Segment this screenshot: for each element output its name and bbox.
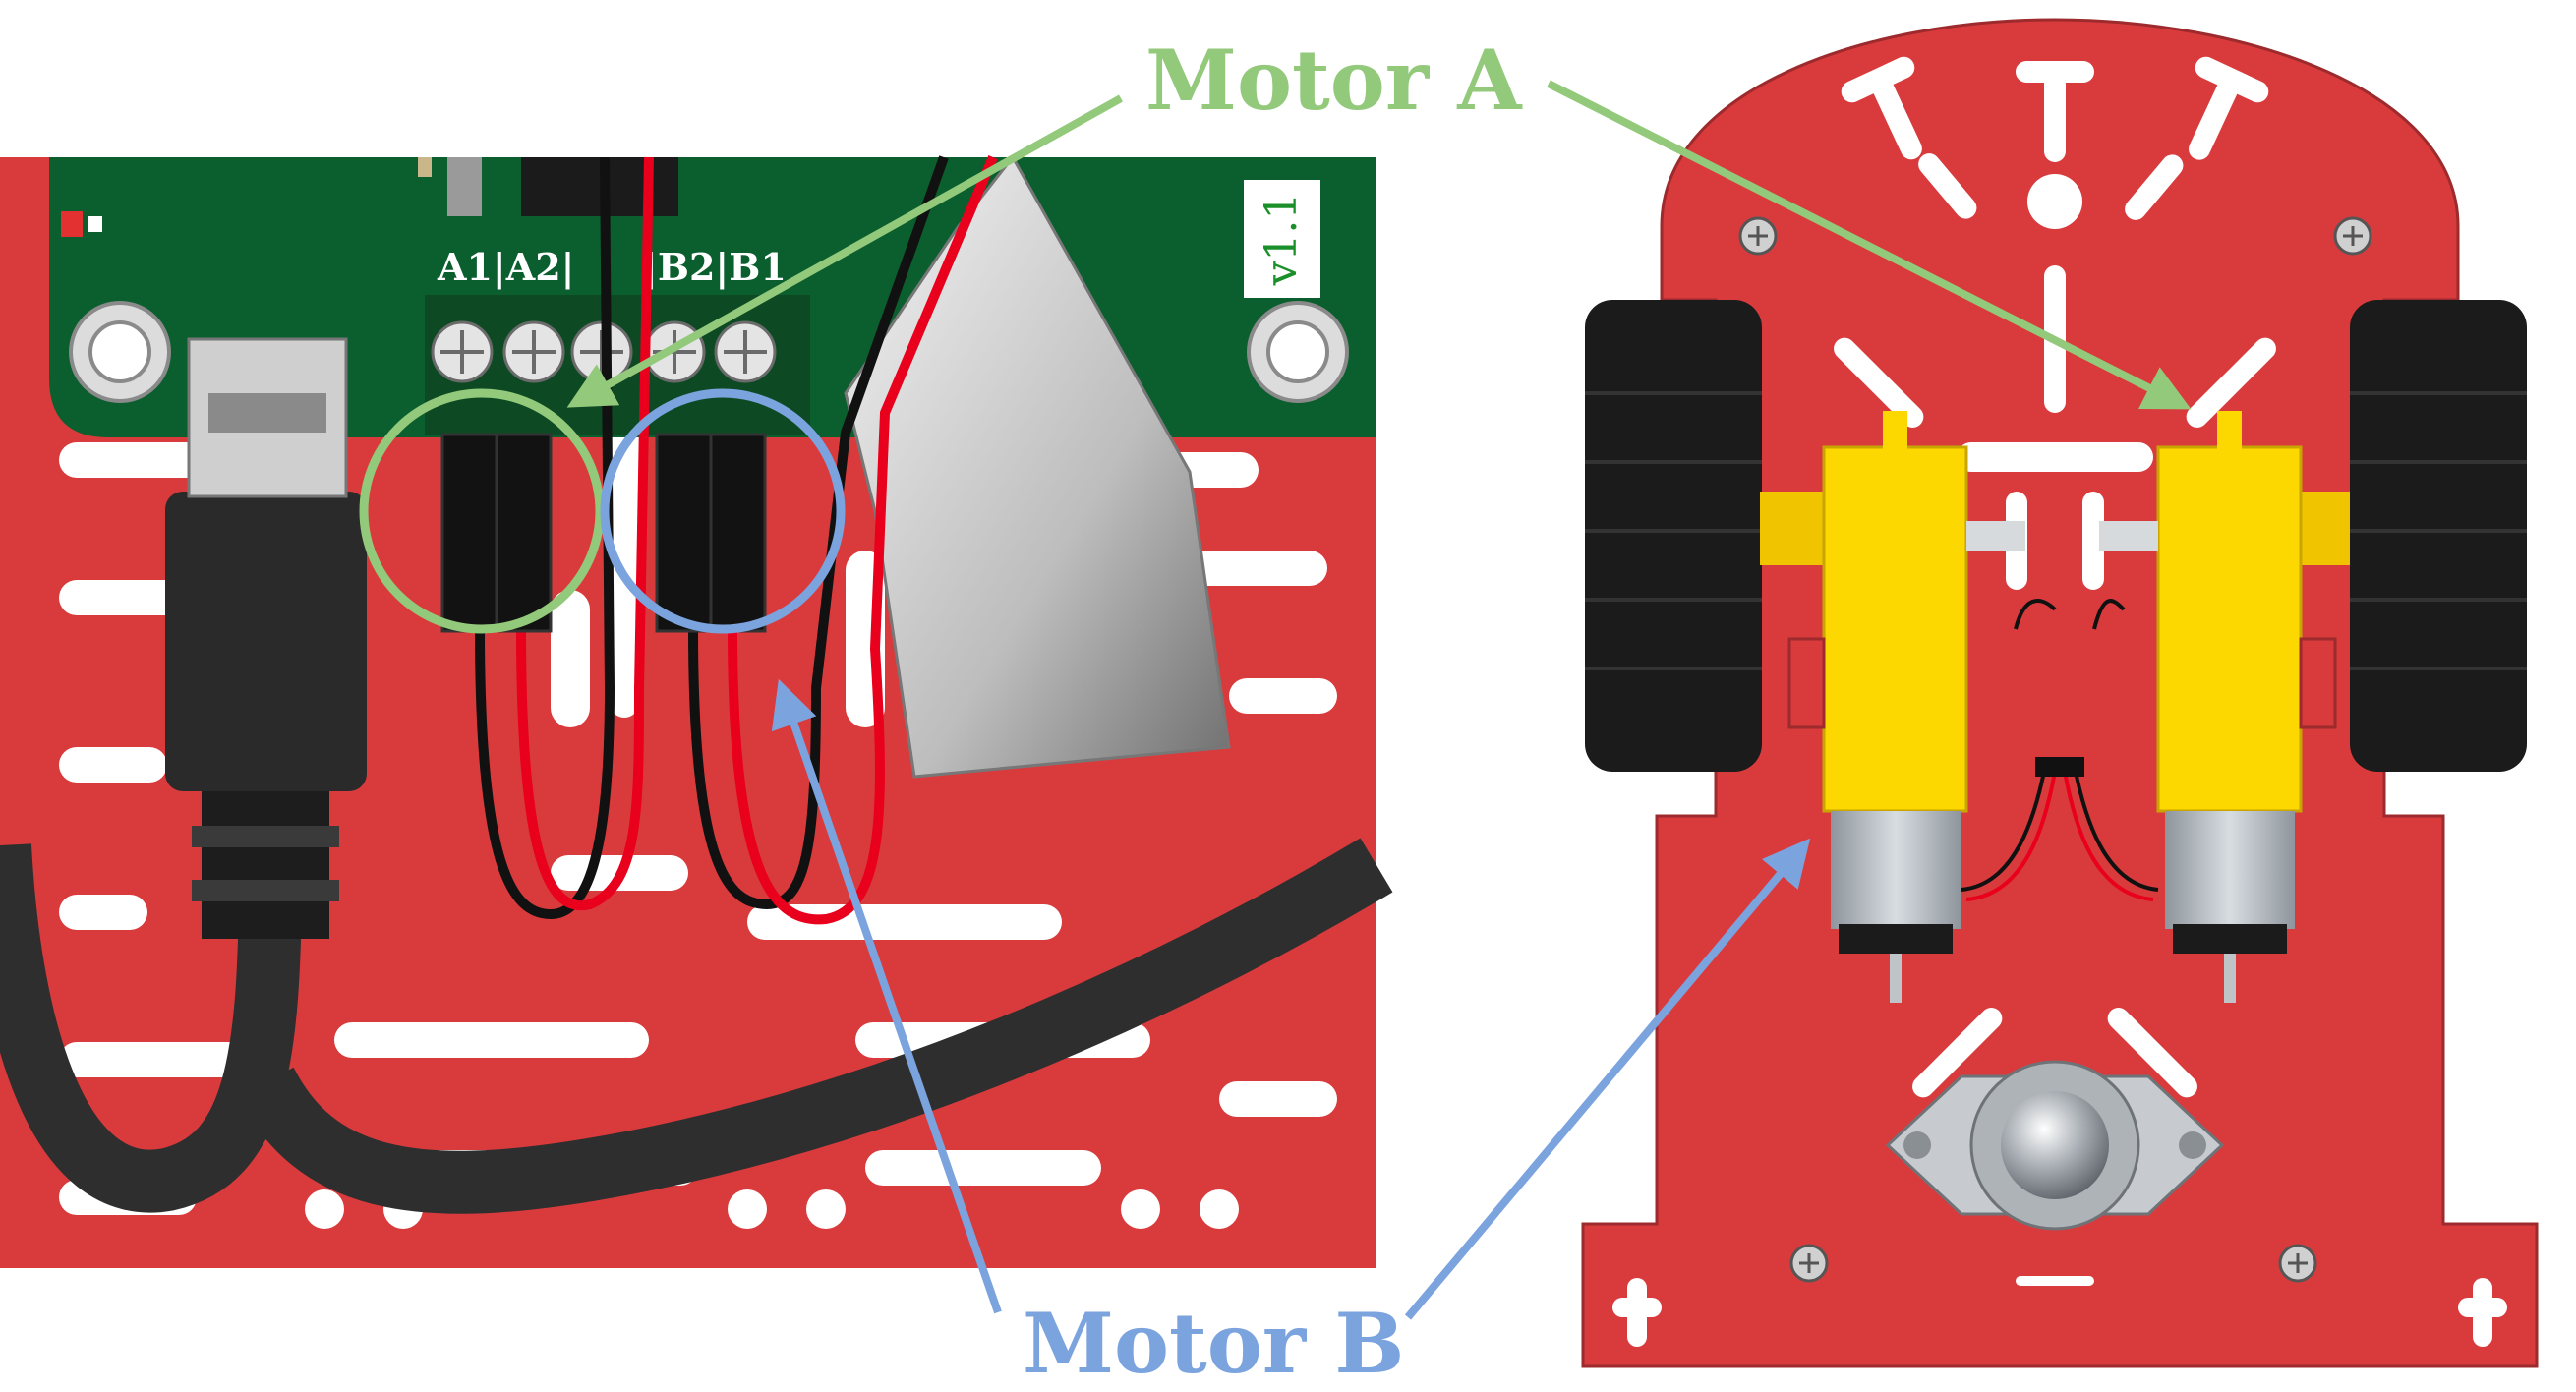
motor-a-wires — [475, 156, 654, 920]
motor-a-highlight-circle — [359, 388, 605, 634]
chassis-cutouts — [1612, 56, 2507, 1347]
gear-motor-right — [2099, 411, 2337, 1003]
robot-top-view — [1581, 18, 2539, 1368]
version-label: v1.1 — [1257, 193, 1307, 287]
version-badge — [1244, 180, 1320, 298]
closeup-panel: v1.1 A1|A2| |B2|B1 — [0, 154, 1393, 1268]
motor-b-arrows — [771, 678, 1811, 1320]
wheel-left — [1585, 300, 1762, 772]
terminal-label-b: |B2|B1 — [644, 245, 787, 289]
motor-b-highlight-circle — [600, 388, 846, 634]
robot-motor-wires — [1961, 599, 2159, 892]
board-mounting-screw-icon — [69, 301, 1349, 403]
ic-chip — [521, 157, 678, 216]
usb-cable-icon — [0, 337, 1393, 1214]
motor-a-callout: Motor A — [1145, 31, 1522, 129]
motor-a-arrows — [566, 80, 2192, 410]
chassis-screw-icons — [1738, 216, 2372, 1283]
robot-chassis — [1581, 18, 2539, 1368]
terminal-label-a: A1|A2| — [437, 245, 575, 289]
gear-motor-left — [1787, 411, 2025, 1003]
status-led — [61, 211, 83, 237]
motor-b-callout: Motor B — [1023, 1295, 1405, 1392]
caster-ball-icon — [1885, 1060, 2225, 1231]
wheel-right — [2350, 300, 2527, 772]
